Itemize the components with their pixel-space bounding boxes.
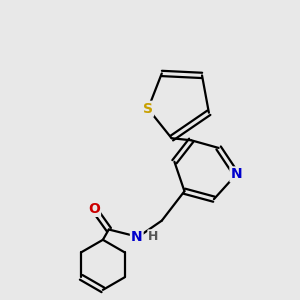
Text: N: N xyxy=(131,230,142,244)
Text: O: O xyxy=(88,202,100,216)
Text: S: S xyxy=(143,102,153,116)
Text: H: H xyxy=(148,230,159,243)
Text: N: N xyxy=(230,167,242,182)
